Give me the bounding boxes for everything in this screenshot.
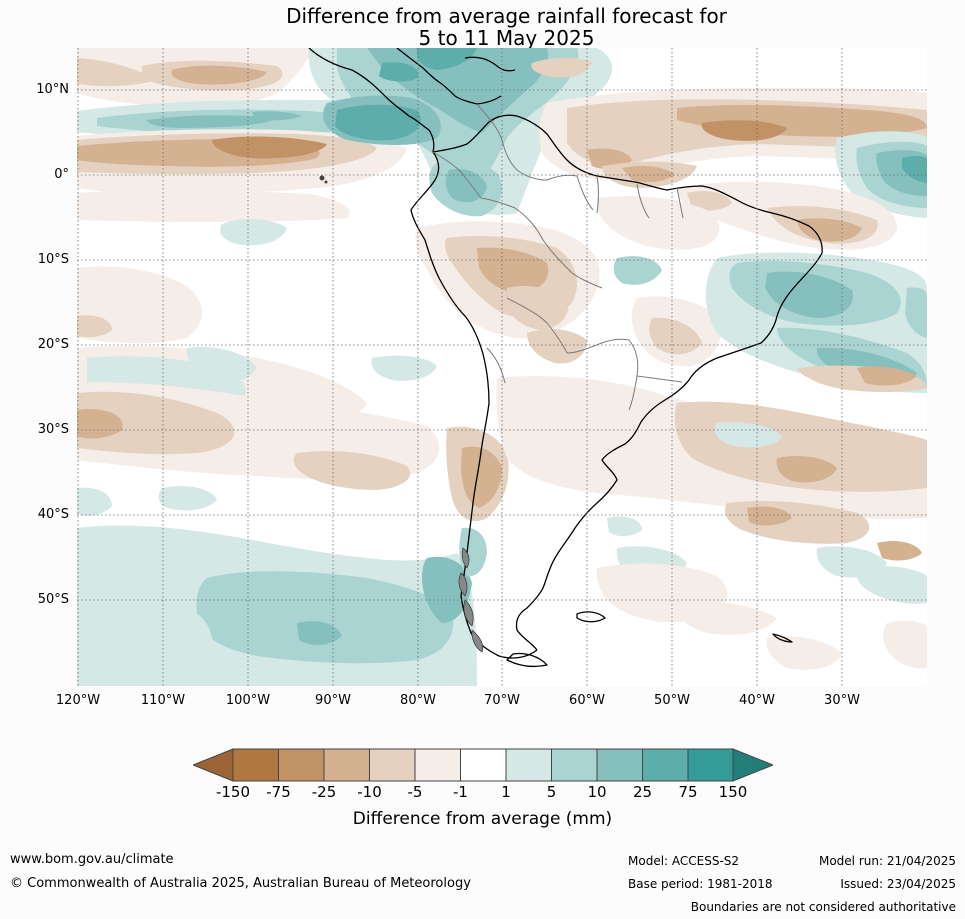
map-title-line-2: 5 to 11 May 2025 <box>418 26 595 50</box>
colorbar-label: 5 <box>546 783 557 801</box>
map-canvas <box>77 48 927 686</box>
map-title-line-1: Difference from average rainfall forecas… <box>286 4 727 28</box>
base-period: Base period: 1981-2018 <box>628 877 773 891</box>
colorbar-swatch-0 <box>193 748 234 782</box>
colorbar-label: 1 <box>501 783 511 801</box>
lon-label-40w: 40°W <box>739 693 775 708</box>
colorbar-swatch-1 <box>233 749 279 781</box>
colorbar-swatch-10 <box>642 749 688 781</box>
lat-label-40s: 40°S <box>37 507 69 522</box>
lat-label-10n: 10°N <box>36 82 69 97</box>
issued-date: Issued: 23/04/2025 <box>840 877 956 891</box>
lon-label-60w: 60°W <box>569 693 605 708</box>
colorbar-swatch-11 <box>688 749 734 781</box>
colorbar-label: -10 <box>357 783 382 801</box>
lat-label-10s: 10°S <box>37 252 69 267</box>
colorbar-label: -1 <box>453 783 468 801</box>
colorbar-swatch-5 <box>415 749 461 781</box>
colorbar-label: 75 <box>678 783 698 801</box>
colorbar-swatch-6 <box>460 749 506 781</box>
lat-label-30s: 30°S <box>37 422 69 437</box>
colorbar-swatch-9 <box>597 749 643 781</box>
colorbar-swatch-12 <box>732 748 773 782</box>
boundaries-disclaimer: Boundaries are not considered authoritat… <box>690 900 956 914</box>
lon-label-80w: 80°W <box>400 693 436 708</box>
model-name: Model: ACCESS-S2 <box>628 854 740 868</box>
lon-label-50w: 50°W <box>654 693 690 708</box>
lon-label-90w: 90°W <box>315 693 351 708</box>
lon-label-110w: 110°W <box>140 693 186 708</box>
colorbar-label: 25 <box>632 783 653 801</box>
colorbar <box>193 748 773 782</box>
copyright-notice: © Commonwealth of Australia 2025, Austra… <box>10 876 471 891</box>
colorbar-label: 150 <box>718 783 748 801</box>
lat-label-20s: 20°S <box>37 337 69 352</box>
colorbar-label: -25 <box>311 783 337 801</box>
lat-label-50s: 50°S <box>37 592 69 607</box>
colorbar-label: 10 <box>587 783 607 801</box>
lon-label-30w: 30°W <box>824 693 860 708</box>
colorbar-swatch-8 <box>551 749 597 781</box>
colorbar-swatch-4 <box>369 749 415 781</box>
lon-label-70w: 70°W <box>484 693 520 708</box>
colorbar-swatch-2 <box>278 749 324 781</box>
colorbar-label: -75 <box>266 783 291 801</box>
rainfall-anomaly-map <box>77 48 927 686</box>
lat-label-0: 0° <box>54 167 69 182</box>
colorbar-title: Difference from average (mm) <box>352 809 613 829</box>
colorbar-swatch-3 <box>324 749 370 781</box>
website-link[interactable]: www.bom.gov.au/climate <box>10 852 174 867</box>
model-run-date: Model run: 21/04/2025 <box>818 854 956 868</box>
lon-label-100w: 100°W <box>225 693 271 708</box>
colorbar-swatch-7 <box>506 749 552 781</box>
colorbar-label: -5 <box>407 783 423 801</box>
lon-label-120w: 120°W <box>55 693 101 708</box>
colorbar-label: -150 <box>215 783 251 801</box>
